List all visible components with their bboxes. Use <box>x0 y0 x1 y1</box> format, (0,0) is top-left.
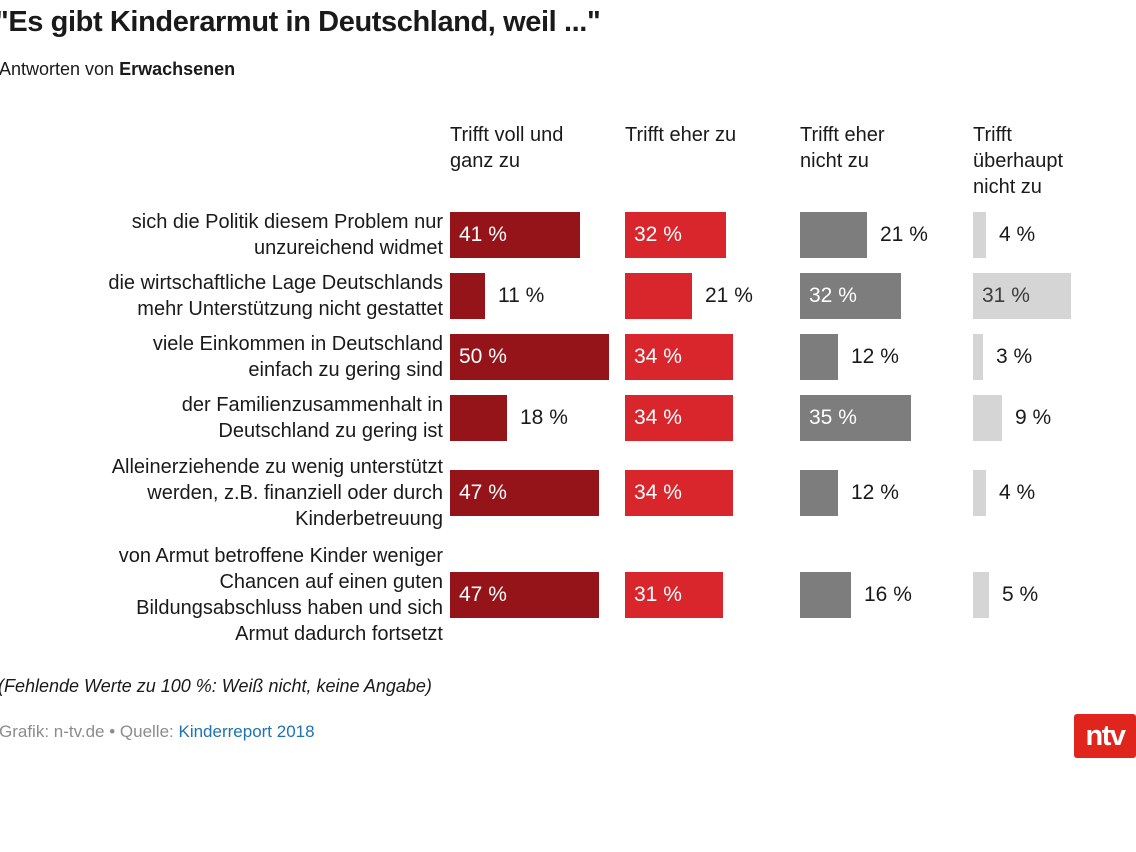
bar-value-label: 34 % <box>634 345 682 368</box>
bar-value-label: 12 % <box>851 345 899 368</box>
credit-line: Grafik: n-tv.de • Quelle: Kinderreport 2… <box>0 722 315 742</box>
bar-segment <box>800 273 901 319</box>
bar-value-label: 32 % <box>809 284 857 307</box>
bar-segment <box>450 334 609 380</box>
bar-value-label: 32 % <box>634 223 682 246</box>
bar-segment <box>625 470 733 516</box>
column-header-trifft-eher-nicht-zu: Trifft eher nicht zu <box>800 124 885 172</box>
bar-value-label: 41 % <box>459 223 507 246</box>
bar-value-label: 34 % <box>634 406 682 429</box>
bar-segment <box>625 273 692 319</box>
bar-segment <box>450 470 599 516</box>
row-label: von Armut betroffene Kinder weniger Chanc… <box>118 545 443 645</box>
column-header-trifft-eher-zu: Trifft eher zu <box>625 124 737 146</box>
bar-segment <box>973 395 1002 441</box>
chart-row: die wirtschaftliche Lage Deutschlands meh… <box>0 272 1136 320</box>
bar-segment <box>800 470 838 516</box>
bar-segment <box>625 334 733 380</box>
bar-segment <box>450 572 599 618</box>
bar-value-label: 50 % <box>459 345 507 368</box>
bar-segment <box>800 572 851 618</box>
bar-value-label: 31 % <box>982 284 1030 307</box>
bar-segment <box>973 212 986 258</box>
bar-segment <box>800 212 867 258</box>
bar-value-label: 9 % <box>1015 406 1052 429</box>
bar-value-label: 4 % <box>999 223 1036 246</box>
chart-row: Alleinerziehende zu wenig unterstützt wer… <box>0 456 1136 530</box>
bar-segment <box>973 334 983 380</box>
bar-segment <box>973 273 1071 319</box>
chart-row: sich die Politik diesem Problem nur unzur… <box>0 211 1136 259</box>
bar-value-label: 47 % <box>459 583 507 606</box>
bar-segment <box>973 572 989 618</box>
bar-value-label: 34 % <box>634 481 682 504</box>
ntv-logo: ntv <box>1074 714 1136 758</box>
bar-segment <box>450 273 485 319</box>
row-label: Alleinerziehende zu wenig unterstützt wer… <box>111 456 443 530</box>
source-link[interactable]: Kinderreport 2018 <box>178 722 315 741</box>
row-label: der Familienzusammenhalt in Deutschland z… <box>181 394 443 442</box>
bar-value-label: 21 % <box>705 284 753 307</box>
bar-segment <box>625 395 733 441</box>
bar-segment <box>450 212 580 258</box>
subtitle-prefix: Antworten von <box>0 59 120 79</box>
bar-segment <box>973 470 986 516</box>
bar-value-label: 18 % <box>520 406 568 429</box>
bar-value-label: 5 % <box>1002 583 1039 606</box>
chart-row: der Familienzusammenhalt in Deutschland z… <box>0 394 1136 442</box>
row-label: die wirtschaftliche Lage Deutschlands meh… <box>108 272 443 320</box>
bar-value-label: 4 % <box>999 481 1036 504</box>
chart-subtitle: Antworten von Erwachsenen <box>0 59 235 80</box>
column-header-trifft-voll-und-ganz-zu: Trifft voll und ganz zu <box>450 124 564 172</box>
bar-value-label: 11 % <box>498 284 545 307</box>
credit-prefix: Grafik: n-tv.de • Quelle: <box>0 722 179 741</box>
bar-value-label: 12 % <box>851 481 899 504</box>
chart-title: "Es gibt Kinderarmut in Deutschland, wei… <box>0 6 601 38</box>
row-label: sich die Politik diesem Problem nur unzur… <box>131 211 443 259</box>
subtitle-audience: Erwachsenen <box>119 59 236 79</box>
bar-value-label: 35 % <box>809 406 857 429</box>
bar-value-label: 16 % <box>864 583 912 606</box>
bar-segment <box>625 212 726 258</box>
bar-value-label: 21 % <box>880 223 928 246</box>
row-label: viele Einkommen in Deutschland einfach zu… <box>152 333 443 381</box>
bar-segment <box>625 572 723 618</box>
bar-segment <box>800 334 838 380</box>
bar-value-label: 47 % <box>459 481 507 504</box>
chart-row: viele Einkommen in Deutschland einfach zu… <box>0 333 1136 381</box>
bar-value-label: 31 % <box>634 583 682 606</box>
bar-segment <box>800 395 911 441</box>
footnote: (Fehlende Werte zu 100 %: Weiß nicht, ke… <box>0 676 432 696</box>
bar-segment <box>450 395 507 441</box>
column-header-trifft-ueberhaupt-nicht-zu: Trifft überhaupt nicht zu <box>973 124 1064 198</box>
chart-row: von Armut betroffene Kinder weniger Chanc… <box>0 545 1136 645</box>
bar-value-label: 3 % <box>996 345 1033 368</box>
ntv-logo-text: ntv <box>1085 719 1127 752</box>
